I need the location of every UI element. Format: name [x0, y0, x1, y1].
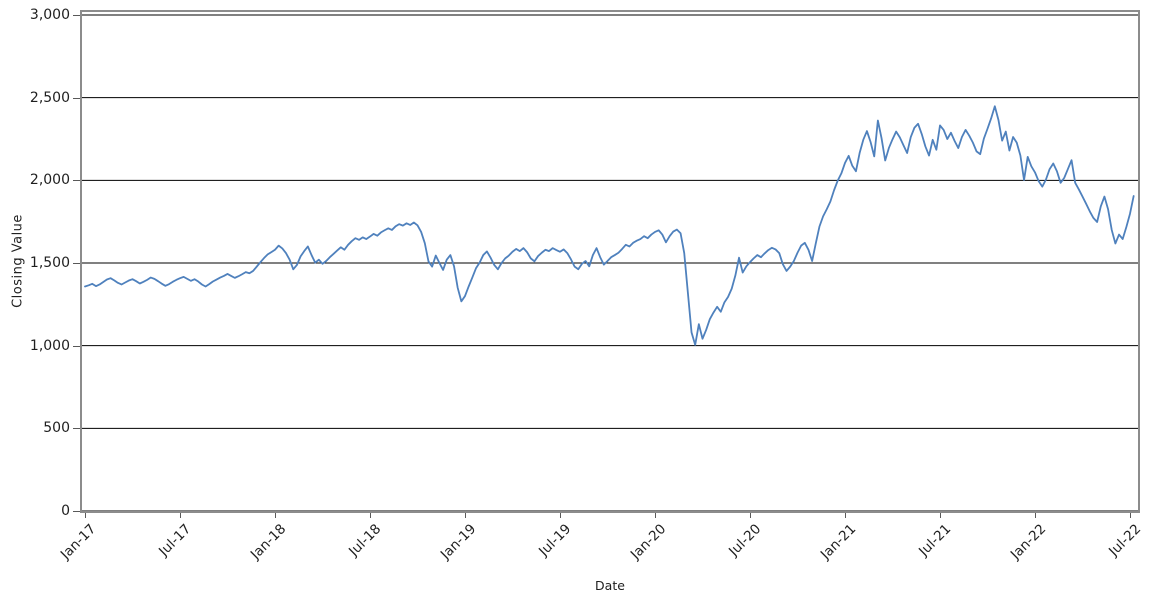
plot-area: [80, 10, 1140, 513]
x-tick-mark-Jan-18: [275, 513, 276, 518]
x-tick-mark-Jan-22: [1035, 513, 1036, 518]
y-tick-label-3000: 3,000: [29, 7, 70, 23]
x-tick-mark-Jan-20: [655, 513, 656, 518]
series-line-closing-value: [84, 105, 1135, 346]
y-tick-mark-3000: [73, 15, 80, 16]
y-tick-label-2000: 2,000: [29, 172, 70, 189]
x-tick-mark-Jul-21: [940, 513, 941, 518]
x-tick-mark-Jul-17: [180, 513, 181, 518]
y-tick-mark-2000: [73, 180, 80, 182]
y-tick-mark-500: [73, 428, 80, 430]
y-tick-label-500: 500: [43, 420, 70, 437]
x-tick-mark-Jul-18: [370, 513, 371, 518]
plot-canvas: [80, 10, 1140, 513]
plot-border: [80, 10, 1140, 513]
x-tick-mark-Jan-19: [465, 513, 466, 518]
y-tick-label-2500: 2,500: [29, 89, 70, 106]
x-tick-mark-Jan-21: [845, 513, 846, 518]
y-tick-label-1500: 1,500: [29, 255, 70, 271]
y-tick-label-0: 0: [61, 503, 70, 519]
y-tick-mark-1500: [73, 263, 80, 264]
x-tick-mark-Jul-20: [750, 513, 751, 518]
x-tick-mark-Jul-22: [1130, 513, 1131, 518]
x-axis-title: Date: [595, 578, 625, 593]
y-tick-label-1000: 1,000: [29, 337, 70, 354]
y-tick-mark-0: [73, 511, 80, 512]
x-tick-mark-Jul-19: [560, 513, 561, 518]
y-tick-mark-2500: [73, 97, 80, 99]
x-tick-mark-Jan-17: [85, 513, 86, 518]
y-tick-mark-1000: [73, 345, 80, 347]
